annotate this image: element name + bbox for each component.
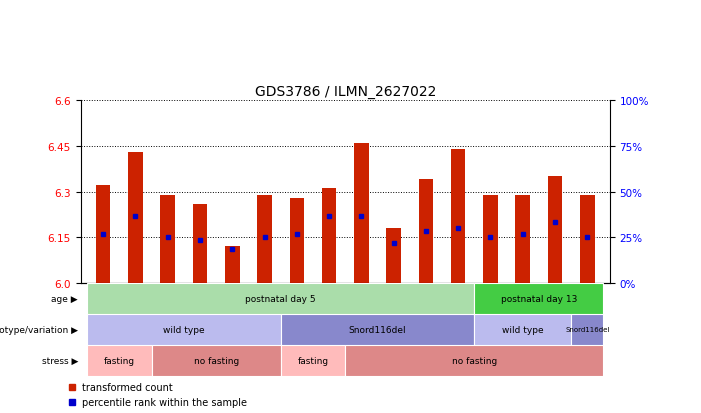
Text: stress ▶: stress ▶ — [41, 356, 78, 365]
Bar — [354, 144, 369, 283]
Bar — [257, 195, 272, 283]
Text: no fasting: no fasting — [451, 356, 497, 365]
Text: Snord116del: Snord116del — [348, 325, 407, 334]
Bar — [571, 314, 604, 345]
Bar — [128, 153, 143, 283]
Text: wild type: wild type — [502, 325, 543, 334]
Text: transformed count: transformed count — [83, 382, 173, 392]
Title: GDS3786 / ILMN_2627022: GDS3786 / ILMN_2627022 — [254, 85, 436, 99]
Text: no fasting: no fasting — [193, 356, 239, 365]
Text: fasting: fasting — [297, 356, 329, 365]
Bar — [475, 283, 604, 314]
Text: wild type: wild type — [163, 325, 205, 334]
Text: percentile rank within the sample: percentile rank within the sample — [83, 397, 247, 407]
Text: postnatal day 13: postnatal day 13 — [501, 294, 577, 303]
Text: genotype/variation ▶: genotype/variation ▶ — [0, 325, 78, 334]
Bar — [483, 195, 498, 283]
Bar — [580, 195, 594, 283]
Bar — [87, 345, 151, 376]
Bar — [475, 314, 571, 345]
Bar — [322, 189, 336, 283]
Bar — [280, 314, 475, 345]
Text: Snord116del: Snord116del — [565, 326, 609, 332]
Bar — [515, 195, 530, 283]
Text: age ▶: age ▶ — [51, 294, 78, 303]
Bar — [87, 314, 280, 345]
Bar — [346, 345, 604, 376]
Bar — [451, 150, 465, 283]
Bar — [96, 186, 111, 283]
Text: fasting: fasting — [104, 356, 135, 365]
Bar — [161, 195, 175, 283]
Bar — [547, 177, 562, 283]
Bar — [225, 247, 240, 283]
Bar — [87, 283, 475, 314]
Text: postnatal day 5: postnatal day 5 — [245, 294, 316, 303]
Bar — [290, 198, 304, 283]
Bar — [418, 180, 433, 283]
Bar — [386, 228, 401, 283]
Bar — [280, 345, 346, 376]
Bar — [151, 345, 280, 376]
Bar — [193, 204, 207, 283]
